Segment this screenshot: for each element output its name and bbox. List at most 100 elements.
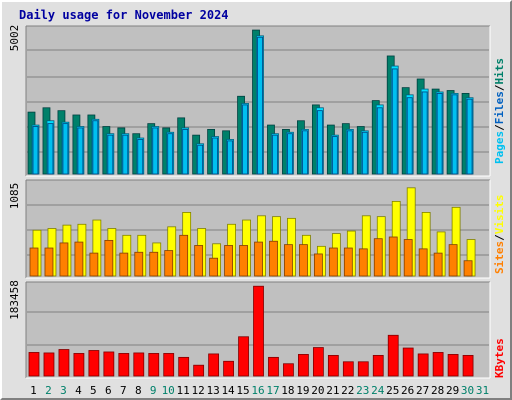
kbytes-bar [372, 354, 384, 377]
kbytes-bar [447, 354, 459, 377]
x-tick-label: 10 [162, 384, 175, 397]
x-tick-label: 8 [135, 384, 142, 397]
pages-bar [421, 91, 428, 175]
kbytes-bar [148, 353, 160, 377]
pages-bar [107, 134, 114, 175]
kbytes-bar [253, 285, 264, 377]
sites-bar [194, 245, 204, 277]
x-tick-label: 1 [30, 384, 37, 397]
x-tick-label: 24 [371, 384, 385, 397]
legend-entry: / [493, 84, 506, 91]
x-tick-label: 22 [341, 384, 354, 397]
sites-bar [328, 247, 338, 277]
chart-title: Daily usage for November 2024 [19, 8, 229, 22]
sites-bar [104, 239, 114, 277]
pages-bar [466, 98, 473, 175]
sites-bar [343, 247, 353, 277]
kbytes-bar [118, 353, 130, 377]
sites-bar [89, 252, 99, 277]
sites-bar [418, 248, 428, 277]
kbytes-bar [103, 351, 115, 377]
pages-bar [287, 133, 293, 175]
sites-bar [448, 244, 458, 277]
kbytes-bar [342, 361, 354, 377]
pages-bar [272, 134, 278, 175]
pages-bar [197, 144, 204, 175]
legend-sites-visits: Sites/Visits [493, 195, 506, 275]
sites-bar [463, 260, 473, 277]
kbytes-bar [402, 347, 414, 377]
kbytes-bar [283, 363, 294, 377]
kbytes-bar [193, 364, 205, 377]
pages-bar [62, 123, 69, 175]
sites-bar [164, 250, 174, 277]
sites-bar [388, 236, 398, 277]
sites-bar [74, 241, 84, 277]
pages-bar [331, 136, 338, 175]
sites-bar [284, 244, 293, 277]
legend-entry: Files [493, 91, 506, 124]
pages-bar [302, 130, 308, 175]
sites-bar [224, 245, 233, 277]
x-tick-label: 17 [266, 384, 279, 397]
legend-entry: Pages [493, 131, 506, 164]
kbytes-bar [462, 354, 474, 377]
kbytes-bar [238, 336, 249, 377]
kbytes-bar [88, 350, 100, 377]
x-tick-label: 14 [221, 384, 235, 397]
sites-bar [179, 234, 189, 277]
x-tick-label: 11 [177, 384, 190, 397]
pages-bar [257, 36, 263, 175]
x-tick-label: 13 [206, 384, 219, 397]
legend-entry: / [493, 234, 506, 241]
pages-bar [227, 140, 233, 175]
pages-bar [346, 130, 353, 175]
pages-bar [406, 97, 413, 175]
sites-bar [59, 242, 69, 277]
legend-kbytes: KBytes [493, 338, 506, 378]
x-tick-label: 2 [45, 384, 52, 397]
x-tick-label: 29 [446, 384, 459, 397]
sites-bar [134, 251, 144, 277]
x-tick-label: 26 [401, 384, 414, 397]
pages-bar [167, 133, 174, 175]
kbytes-bar [43, 352, 55, 377]
pages-bar [212, 137, 219, 175]
legend-entry: / [493, 124, 506, 131]
x-tick-label: 27 [416, 384, 429, 397]
x-tick-label: 21 [326, 384, 339, 397]
x-tick-label: 20 [311, 384, 324, 397]
x-tick-label: 15 [236, 384, 249, 397]
sites-bar [433, 252, 443, 277]
kbytes-bar [312, 347, 324, 377]
pages-bar [137, 139, 144, 175]
legend-entry: Sites [493, 241, 506, 274]
ytick-label: 183458 [8, 280, 21, 320]
sites-bar [29, 247, 39, 277]
legend-hits-files-pages: Pages/Files/Hits [493, 58, 506, 164]
sites-bar [209, 257, 219, 277]
sites-bar [119, 252, 129, 277]
sites-bar [373, 238, 383, 277]
x-tick-label: 5 [90, 384, 97, 397]
kbytes-bar [327, 354, 339, 377]
kbytes-bar [58, 349, 70, 377]
kbytes-bar [208, 353, 220, 377]
x-tick-label: 18 [281, 384, 294, 397]
x-tick-label: 9 [150, 384, 157, 397]
x-tick-label: 25 [386, 384, 399, 397]
pages-bar [316, 110, 323, 175]
x-tick-label: 19 [296, 384, 309, 397]
sites-bar [254, 241, 263, 277]
sites-bar [299, 244, 308, 277]
x-tick-label: 16 [251, 384, 264, 397]
sites-bar [358, 248, 368, 277]
kbytes-bar [223, 360, 234, 377]
pages-bar [122, 134, 129, 175]
pages-bar [391, 68, 398, 175]
x-tick-label: 3 [60, 384, 67, 397]
kbytes-bar [417, 353, 429, 377]
pages-bar [47, 123, 54, 175]
sites-bar [44, 247, 54, 277]
